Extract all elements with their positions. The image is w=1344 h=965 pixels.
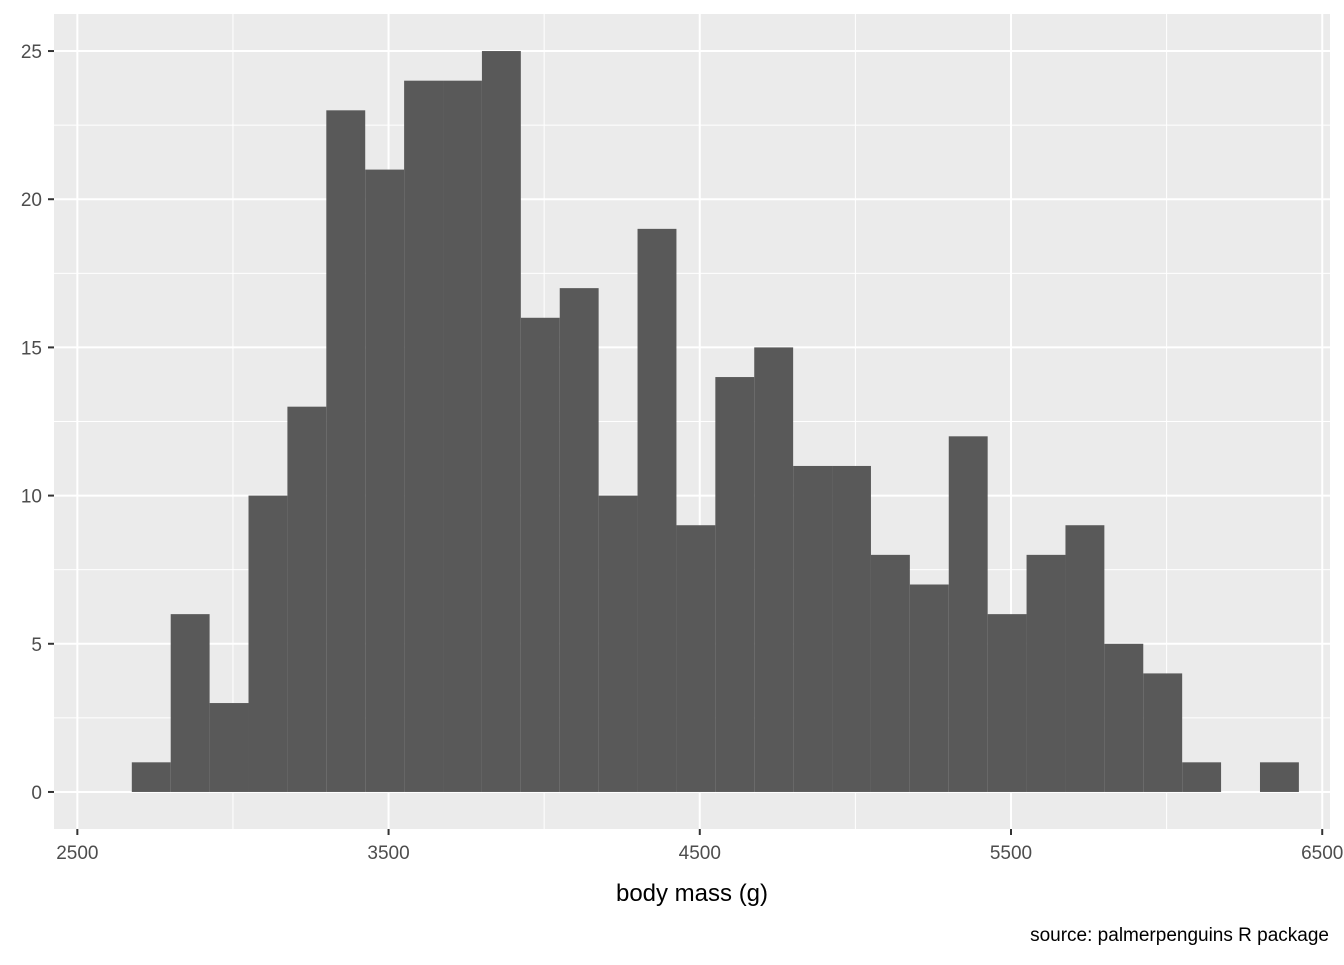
x-tick-label: 4500 [679, 843, 721, 864]
x-tick-label: 5500 [990, 843, 1032, 864]
y-tick-label: 15 [21, 338, 42, 359]
chart-caption: source: palmerpenguins R package [1030, 925, 1329, 946]
histogram-bar [326, 110, 366, 792]
y-tick-label: 5 [31, 635, 42, 656]
x-tick-labels: 2500 3500 4500 5500 6500 [56, 843, 1343, 864]
histogram-bar [987, 614, 1027, 792]
y-tick-labels: 0 5 10 15 20 25 [21, 42, 42, 804]
histogram-bar [404, 80, 444, 792]
x-tick-label: 2500 [56, 843, 98, 864]
histogram-bar [248, 495, 288, 792]
histogram-bar [1065, 525, 1105, 792]
histogram-bar [1104, 643, 1144, 792]
x-tick-label: 3500 [367, 843, 409, 864]
y-tick-label: 20 [21, 190, 42, 211]
histogram-bar [948, 436, 988, 792]
histogram-bar [1259, 762, 1299, 792]
histogram-bar [909, 584, 949, 792]
histogram-bar [793, 465, 833, 792]
y-tick-label: 10 [21, 487, 42, 508]
histogram-bar [443, 80, 482, 792]
histogram-bar [715, 377, 755, 792]
x-tick-label: 6500 [1301, 843, 1343, 864]
histogram-bar [559, 288, 599, 792]
histogram-bar [598, 495, 638, 792]
y-tick-label: 0 [31, 783, 42, 804]
histogram-bar [520, 317, 560, 792]
histogram-bar [832, 465, 871, 792]
histogram-bar [287, 406, 327, 792]
histogram-bar [170, 614, 210, 792]
histogram-bars [131, 51, 1299, 792]
histogram-bar [637, 228, 677, 792]
histogram-bar [481, 51, 521, 792]
histogram-bar [754, 347, 794, 792]
axes [48, 50, 1324, 835]
histogram-bar [1182, 762, 1222, 792]
histogram-bar [131, 762, 171, 792]
histogram-bar [870, 554, 910, 792]
histogram-bar [676, 525, 716, 792]
histogram-bar [365, 169, 405, 792]
x-axis-title: body mass (g) [616, 880, 768, 907]
histogram-bar [209, 703, 249, 792]
histogram-bar [1143, 673, 1183, 792]
histogram-bar [1026, 554, 1066, 792]
y-tick-label: 25 [21, 42, 42, 63]
